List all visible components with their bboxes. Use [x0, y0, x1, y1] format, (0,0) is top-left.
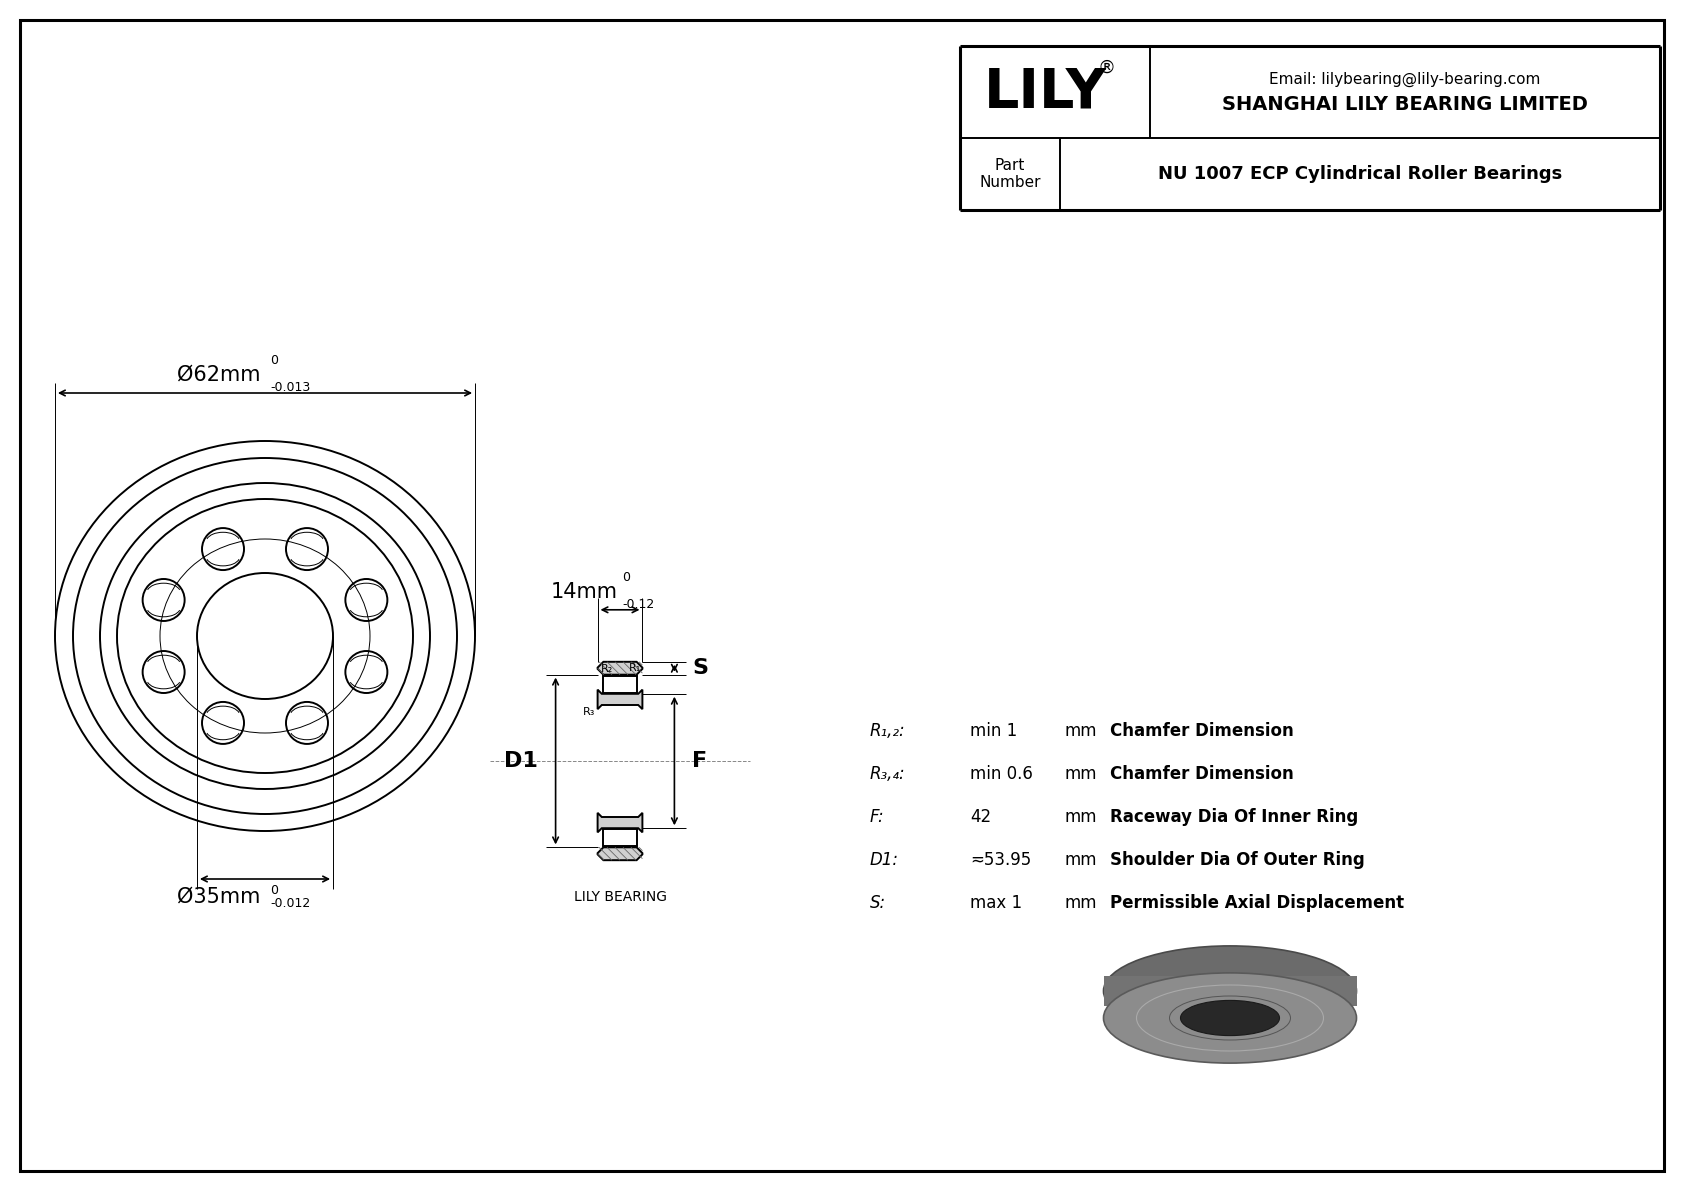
Polygon shape: [598, 690, 642, 709]
Text: S: S: [692, 659, 709, 678]
Text: -0.013: -0.013: [269, 381, 310, 394]
Text: LILY BEARING: LILY BEARING: [574, 890, 667, 904]
Text: 0: 0: [621, 570, 630, 584]
Ellipse shape: [1103, 973, 1357, 1064]
Text: R₁,₂:: R₁,₂:: [871, 722, 906, 740]
Ellipse shape: [1180, 973, 1280, 1009]
Text: LILY: LILY: [983, 66, 1106, 119]
Text: NU 1007 ECP Cylindrical Roller Bearings: NU 1007 ECP Cylindrical Roller Bearings: [1159, 166, 1563, 183]
Text: SHANGHAI LILY BEARING LIMITED: SHANGHAI LILY BEARING LIMITED: [1223, 95, 1588, 114]
Text: F: F: [692, 752, 707, 771]
Text: R₄: R₄: [601, 681, 613, 692]
Text: F:: F:: [871, 807, 884, 827]
Text: min 0.6: min 0.6: [970, 765, 1032, 782]
Text: -0.12: -0.12: [621, 598, 655, 611]
Bar: [1103, 975, 1357, 1006]
Text: mm: mm: [1064, 765, 1098, 782]
Text: S:: S:: [871, 894, 886, 912]
Polygon shape: [598, 847, 642, 860]
Text: mm: mm: [1064, 852, 1098, 869]
Text: mm: mm: [1064, 722, 1098, 740]
Text: Raceway Dia Of Inner Ring: Raceway Dia Of Inner Ring: [1110, 807, 1359, 827]
Text: Shoulder Dia Of Outer Ring: Shoulder Dia Of Outer Ring: [1110, 852, 1364, 869]
Text: max 1: max 1: [970, 894, 1022, 912]
Text: 42: 42: [970, 807, 992, 827]
Text: R₃: R₃: [583, 707, 596, 717]
Text: R₃,₄:: R₃,₄:: [871, 765, 906, 782]
Text: Permissible Axial Displacement: Permissible Axial Displacement: [1110, 894, 1404, 912]
Text: ≂53.95: ≂53.95: [970, 852, 1031, 869]
Polygon shape: [598, 812, 642, 833]
Text: R₂: R₂: [601, 663, 613, 674]
Text: -0.012: -0.012: [269, 897, 310, 910]
Text: 14mm: 14mm: [551, 581, 618, 601]
Text: R₁: R₁: [630, 662, 642, 673]
Polygon shape: [598, 662, 642, 674]
Ellipse shape: [1103, 946, 1357, 1036]
Bar: [603, 676, 637, 692]
Text: mm: mm: [1064, 807, 1098, 827]
Text: mm: mm: [1064, 894, 1098, 912]
Text: Email: lilybearing@lily-bearing.com: Email: lilybearing@lily-bearing.com: [1270, 71, 1541, 87]
Text: Chamfer Dimension: Chamfer Dimension: [1110, 765, 1293, 782]
Ellipse shape: [1180, 1000, 1280, 1036]
Text: D1: D1: [504, 752, 537, 771]
Bar: [603, 829, 637, 846]
Text: 0: 0: [269, 354, 278, 367]
Text: 0: 0: [269, 884, 278, 897]
Text: Part
Number: Part Number: [980, 157, 1041, 191]
Text: Ø35mm: Ø35mm: [177, 887, 259, 908]
Text: Ø62mm: Ø62mm: [177, 364, 259, 385]
Text: D1:: D1:: [871, 852, 899, 869]
Text: min 1: min 1: [970, 722, 1017, 740]
Text: Chamfer Dimension: Chamfer Dimension: [1110, 722, 1293, 740]
Text: ®: ®: [1098, 60, 1116, 77]
